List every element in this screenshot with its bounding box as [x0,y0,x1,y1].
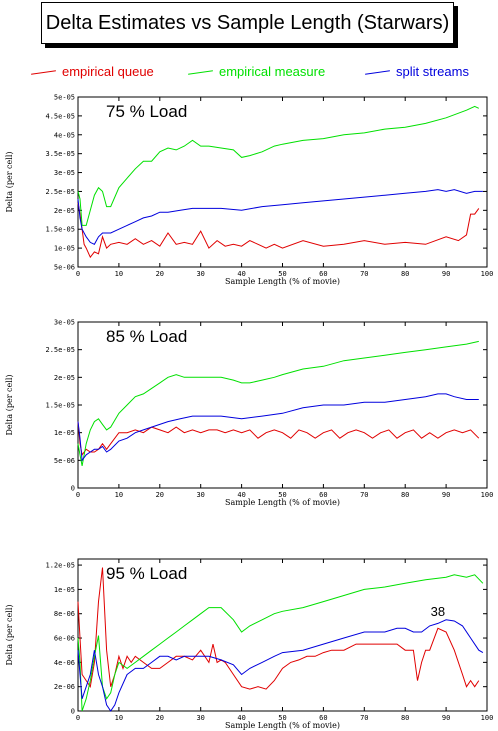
series-line-empirical-queue [77,567,480,690]
legend-label-empirical-measure: empirical measure [219,64,326,79]
x-tick-label: 90 [442,491,450,499]
x-tick-label: 0 [76,714,80,722]
y-tick-label: 5e-06 [54,264,75,272]
series-line-empirical-measure [77,105,480,226]
y-tick-label: 4.5e-05 [45,112,75,120]
chart-panel-2: 0 10 20 30 40 50 60 70 80 90 100 0 5e-06 1e-05 1.5e-05… [5,319,493,508]
x-tick-label: 80 [401,491,409,499]
plot-frame [77,321,488,489]
x-tick-label: 50 [278,491,286,499]
y-tick-label: 1.5e-05 [45,226,75,234]
y-tick-label: 0 [71,485,75,493]
x-tick-label: 0 [76,491,80,499]
y-tick-label: 1.5e-05 [45,402,75,410]
y-tick-label: 0 [71,708,75,716]
x-tick-label: 60 [319,491,327,499]
x-tick-label: 50 [278,714,286,722]
panel-title: 75 % Load [106,102,187,121]
x-tick-label: 10 [115,270,123,278]
y-tick-label: 2.5e-05 [45,188,75,196]
chart-panel-3: 0 10 20 30 40 50 60 70 80 90 100 0 2e-06 4e-06 6e-06 8e… [5,558,494,730]
legend-item-empirical-measure: empirical measure [188,64,325,79]
series-line-empirical-queue [77,202,480,259]
x-tick-label: 30 [196,491,204,499]
series-line-empirical-queue [77,421,480,457]
y-tick-label: 2e-05 [54,374,75,382]
x-tick-label: 80 [401,714,409,722]
y-tick-label: 8e-06 [54,610,75,618]
x-axis-title: Sample Length (% of movie) [225,277,340,286]
y-tick-label: 6e-06 [54,635,75,643]
x-tick-label: 40 [237,270,245,278]
y-tick-label: 1e-05 [54,429,75,437]
y-tick-label: 3e-05 [54,319,75,327]
x-tick-label: 100 [481,270,494,278]
panel-title: 95 % Load [106,564,187,583]
y-tick-label: 5e-05 [54,94,75,102]
y-tick-label: 2.5e-05 [45,346,75,354]
legend-label-split-streams: split streams [396,64,469,79]
x-tick-label: 10 [115,714,123,722]
legend-label-empirical-queue: empirical queue [62,64,154,79]
y-tick-label: 3e-05 [54,169,75,177]
legend: empirical queue empirical measure split … [0,64,498,84]
x-axis-title: Sample Length (% of movie) [225,498,340,507]
series-line-split-streams [77,189,483,245]
x-tick-label: 10 [115,491,123,499]
series-line-empirical-measure [77,340,479,466]
y-tick-label: 5e-06 [54,457,75,465]
x-tick-label: 90 [442,270,450,278]
x-tick-label: 70 [360,714,368,722]
x-tick-label: 100 [481,714,494,722]
legend-item-split-streams: split streams [365,64,469,79]
y-axis-title: Delta (per cell) [5,151,14,212]
x-tick-label: 40 [237,491,245,499]
x-tick-label: 20 [156,714,164,722]
x-tick-label: 70 [360,270,368,278]
x-tick-label: 30 [196,714,204,722]
panel-title: 85 % Load [106,327,187,346]
y-tick-label: 4e-06 [54,659,75,667]
x-tick-label: 80 [401,270,409,278]
x-tick-label: 60 [319,714,327,722]
x-tick-label: 60 [319,270,327,278]
series-line-split-streams [77,393,479,462]
x-tick-label: 90 [442,714,450,722]
x-tick-label: 50 [278,270,286,278]
x-tick-label: 20 [156,270,164,278]
y-tick-label: 1e-05 [54,245,75,253]
series-line-split-streams [77,619,484,712]
figure-title: Delta Estimates vs Sample Length (Starwa… [41,2,454,44]
series-line-empirical-measure [77,574,484,712]
y-tick-label: 4e-05 [54,131,75,139]
chart-panel-1: 0 10 20 30 40 50 60 70 80 90 100 5e-06 1e-05 1.5e-05 2… [5,94,493,287]
y-tick-label: 1e-05 [54,586,75,594]
y-tick-label: 2e-05 [54,207,75,215]
x-tick-label: 30 [196,270,204,278]
x-tick-label: 20 [156,491,164,499]
y-tick-label: 3.5e-05 [45,150,75,158]
annotation-label: 38 [431,604,445,619]
y-tick-label: 1.2e-05 [45,562,75,570]
x-tick-label: 40 [237,714,245,722]
y-tick-label: 2e-06 [54,683,75,691]
x-tick-label: 100 [481,491,494,499]
y-axis-title: Delta (per cell) [5,604,14,665]
legend-item-empirical-queue: empirical queue [31,64,154,79]
y-axis-title: Delta (per cell) [5,374,14,435]
x-tick-label: 0 [76,270,80,278]
x-tick-label: 70 [360,491,368,499]
x-axis-title: Sample Length (% of movie) [225,721,340,730]
